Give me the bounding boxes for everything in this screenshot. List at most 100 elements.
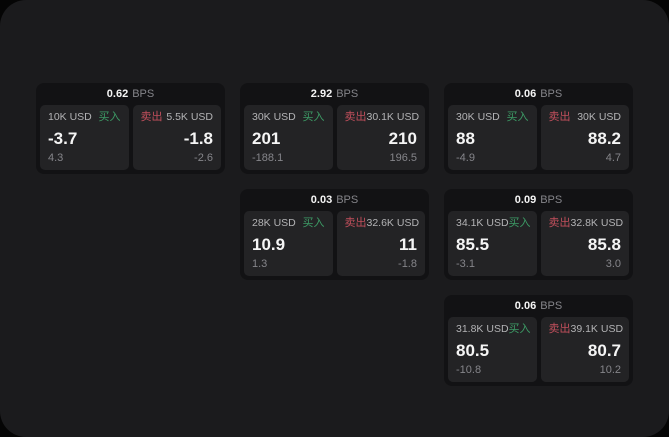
buy-side-label: 买入 (508, 217, 531, 229)
sell-cell[interactable]: 卖出 32.6K USD 11 -1.8 (336, 211, 425, 276)
buy-price: 85.5 (456, 234, 490, 254)
buy-cell[interactable]: 30K USD 买入 88 -4.9 (448, 105, 537, 170)
buy-side-label: 买入 (98, 111, 121, 123)
buy-cell-top: 28K USD 买入 (252, 217, 325, 230)
sell-cell-top: 卖出 30K USD (549, 111, 622, 124)
buy-amount: 30K USD (252, 111, 296, 123)
bps-value: 0.03 (310, 194, 333, 206)
buy-delta: -3.1 (456, 258, 475, 270)
buy-cell[interactable]: 30K USD 买入 201 -188.1 (244, 105, 333, 170)
buy-amount: 10K USD (48, 111, 92, 123)
bps-value: 0.09 (514, 194, 537, 206)
sell-side-label: 卖出 (548, 217, 571, 229)
card-body: 31.8K USD 买入 80.5 -10.8 卖出 39.1K USD 80.… (448, 317, 629, 382)
card-header: 2.92 BPS (244, 83, 425, 105)
buy-amount: 31.8K USD (456, 323, 509, 335)
sell-price: 80.7 (587, 340, 621, 360)
buy-price: 80.5 (456, 340, 490, 360)
buy-cell-top: 30K USD 买入 (456, 111, 529, 124)
card-body: 28K USD 买入 10.9 1.3 卖出 32.6K USD 11 -1.8 (244, 211, 425, 276)
sell-amount: 30.1K USD (366, 111, 420, 123)
quote-card-2: 2.92 BPS 30K USD 买入 201 -188.1 卖出 30.1K … (240, 83, 429, 174)
sell-delta: 10.2 (599, 364, 621, 376)
buy-delta: 4.3 (48, 152, 64, 164)
sell-delta: 4.7 (605, 152, 621, 164)
card-body: 30K USD 买入 88 -4.9 卖出 30K USD 88.2 4.7 (448, 105, 629, 170)
sell-cell[interactable]: 卖出 32.8K USD 85.8 3.0 (540, 211, 629, 276)
sell-price: -1.8 (183, 128, 213, 148)
bps-value: 0.06 (514, 300, 537, 312)
sell-delta: -1.8 (398, 258, 417, 270)
sell-price: 85.8 (587, 234, 621, 254)
card-header: 0.09 BPS (448, 189, 629, 211)
sell-amount: 5.5K USD (166, 111, 213, 123)
sell-amount: 32.6K USD (366, 217, 420, 229)
sell-cell-top: 卖出 5.5K USD (141, 111, 214, 124)
bps-unit-label: BPS (540, 88, 563, 100)
quote-card-5: 0.09 BPS 34.1K USD 买入 85.5 -3.1 卖出 32.8K… (444, 189, 633, 280)
bps-value: 2.92 (310, 88, 333, 100)
sell-cell-top: 卖出 39.1K USD (548, 323, 624, 336)
buy-cell[interactable]: 31.8K USD 买入 80.5 -10.8 (448, 317, 537, 382)
sell-side-label: 卖出 (344, 111, 367, 123)
quote-card-3: 0.06 BPS 30K USD 买入 88 -4.9 卖出 30K USD 8… (444, 83, 633, 174)
buy-delta: -10.8 (456, 364, 482, 376)
sell-cell[interactable]: 卖出 30K USD 88.2 4.7 (540, 105, 629, 170)
sell-side-label: 卖出 (344, 217, 367, 229)
buy-delta: -4.9 (456, 152, 475, 164)
sell-amount: 30K USD (577, 111, 621, 123)
bps-unit-label: BPS (336, 88, 359, 100)
sell-side-label: 卖出 (548, 111, 571, 123)
quote-card-1: 0.62 BPS 10K USD 买入 -3.7 4.3 卖出 5.5K USD… (36, 83, 225, 174)
card-header: 0.06 BPS (448, 83, 629, 105)
sell-cell[interactable]: 卖出 39.1K USD 80.7 10.2 (540, 317, 629, 382)
buy-cell[interactable]: 10K USD 买入 -3.7 4.3 (40, 105, 129, 170)
sell-cell[interactable]: 卖出 30.1K USD 210 196.5 (336, 105, 425, 170)
buy-delta: 1.3 (252, 258, 268, 270)
sell-amount: 32.8K USD (570, 217, 624, 229)
sell-price: 88.2 (587, 128, 621, 148)
sell-amount: 39.1K USD (570, 323, 624, 335)
buy-side-label: 买入 (302, 217, 325, 229)
card-header: 0.06 BPS (448, 295, 629, 317)
sell-delta: 196.5 (389, 152, 417, 164)
buy-amount: 30K USD (456, 111, 500, 123)
buy-cell[interactable]: 28K USD 买入 10.9 1.3 (244, 211, 333, 276)
buy-cell-top: 10K USD 买入 (48, 111, 121, 124)
bps-unit-label: BPS (336, 194, 359, 206)
sell-cell-top: 卖出 32.6K USD (344, 217, 420, 230)
bps-unit-label: BPS (132, 88, 155, 100)
card-body: 10K USD 买入 -3.7 4.3 卖出 5.5K USD -1.8 -2.… (40, 105, 221, 170)
bps-value: 0.06 (514, 88, 537, 100)
sell-delta: 3.0 (605, 258, 621, 270)
buy-side-label: 买入 (506, 111, 529, 123)
buy-amount: 28K USD (252, 217, 296, 229)
card-header: 0.03 BPS (244, 189, 425, 211)
quote-card-4: 0.03 BPS 28K USD 买入 10.9 1.3 卖出 32.6K US… (240, 189, 429, 280)
card-body: 30K USD 买入 201 -188.1 卖出 30.1K USD 210 1… (244, 105, 425, 170)
buy-price: 88 (456, 128, 475, 148)
buy-cell[interactable]: 34.1K USD 买入 85.5 -3.1 (448, 211, 537, 276)
buy-side-label: 买入 (302, 111, 325, 123)
buy-cell-top: 34.1K USD 买入 (456, 217, 531, 230)
sell-delta: -2.6 (194, 152, 213, 164)
bps-unit-label: BPS (540, 300, 563, 312)
buy-cell-top: 30K USD 买入 (252, 111, 325, 124)
quote-card-6: 0.06 BPS 31.8K USD 买入 80.5 -10.8 卖出 39.1… (444, 295, 633, 386)
buy-price: 201 (252, 128, 281, 148)
card-header: 0.62 BPS (40, 83, 221, 105)
buy-delta: -188.1 (252, 152, 284, 164)
sell-cell-top: 卖出 32.8K USD (548, 217, 624, 230)
buy-amount: 34.1K USD (456, 217, 509, 229)
sell-side-label: 卖出 (548, 323, 571, 335)
card-body: 34.1K USD 买入 85.5 -3.1 卖出 32.8K USD 85.8… (448, 211, 629, 276)
buy-side-label: 买入 (508, 323, 531, 335)
sell-cell[interactable]: 卖出 5.5K USD -1.8 -2.6 (132, 105, 221, 170)
bps-value: 0.62 (106, 88, 129, 100)
sell-cell-top: 卖出 30.1K USD (344, 111, 420, 124)
sell-price: 210 (388, 128, 417, 148)
buy-price: 10.9 (252, 234, 286, 254)
sell-price: 11 (399, 234, 417, 254)
sell-side-label: 卖出 (140, 111, 163, 123)
